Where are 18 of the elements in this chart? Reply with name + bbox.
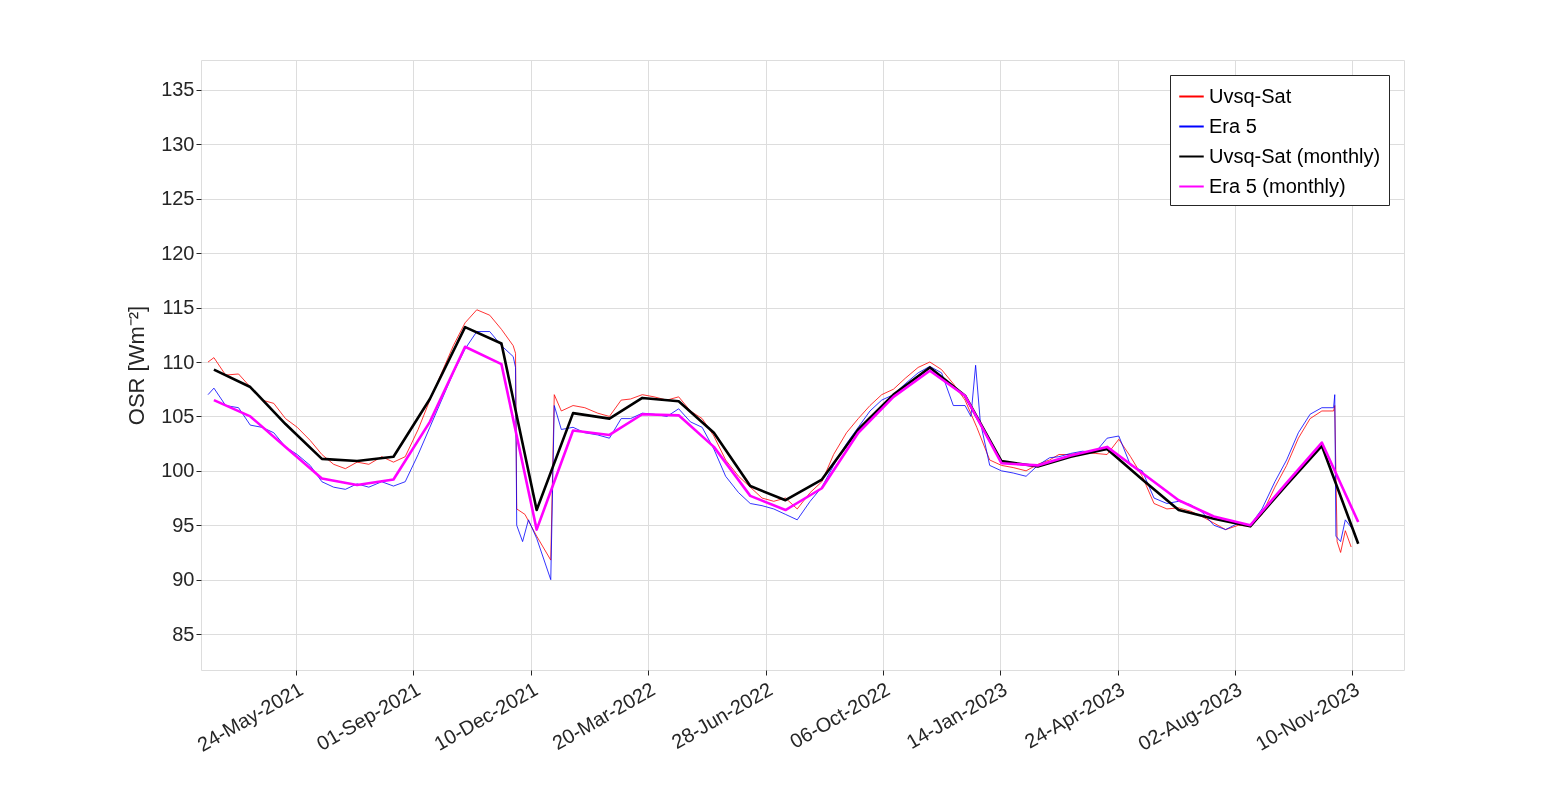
legend-label: Era 5: [1209, 114, 1257, 137]
y-tick-label: 95: [172, 513, 195, 536]
y-tick-label: 110: [162, 350, 195, 373]
y-tick-label: 100: [161, 459, 195, 482]
legend-label: Uvsq-Sat (monthly): [1209, 144, 1381, 167]
y-axis-title: OSR [Wm⁻²]: [124, 305, 150, 426]
legend-label: Era 5 (monthly): [1209, 174, 1346, 197]
line-series: [207, 331, 1352, 581]
y-tick-label: 135: [161, 78, 195, 101]
y-tick-label: 85: [172, 622, 195, 645]
y-tick-label: 130: [161, 132, 195, 155]
y-tick-label: 115: [162, 296, 195, 319]
y-tick-label: 105: [161, 404, 195, 427]
y-tick-label: 90: [172, 568, 195, 591]
y-tick-label: 120: [161, 241, 195, 264]
line-series: [212, 345, 1360, 531]
y-tick-label: 125: [161, 187, 195, 210]
legend-label: Uvsq-Sat: [1209, 84, 1292, 107]
